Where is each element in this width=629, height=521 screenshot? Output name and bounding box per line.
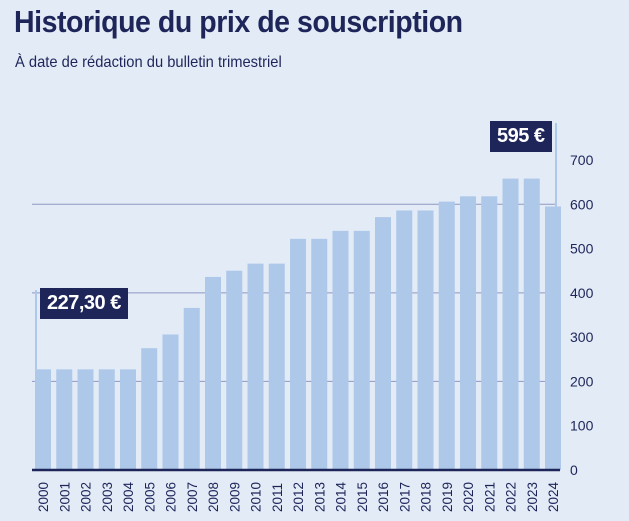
bar-2010 [247, 263, 264, 470]
bar-2007 [183, 307, 200, 470]
bar-2022 [502, 178, 519, 470]
bar-2019 [438, 201, 455, 470]
bar-2004 [120, 369, 136, 470]
bar-2023 [523, 178, 540, 470]
y-tick-labels: 0 100 200 300 400 500 600 700 [570, 152, 594, 478]
bar-2005 [141, 348, 158, 470]
bar-2017 [396, 210, 413, 470]
bar-2008 [205, 276, 221, 470]
y-tick-label-700: 700 [570, 152, 594, 168]
x-tick-label-2001: 2001 [57, 482, 72, 512]
bar-2024 [545, 206, 561, 470]
x-tick-label-2009: 2009 [227, 482, 242, 512]
x-tick-label-2012: 2012 [291, 482, 306, 512]
x-tick-label-2021: 2021 [482, 482, 497, 512]
x-tick-label-2015: 2015 [355, 482, 370, 512]
bar-2001 [56, 369, 73, 470]
y-tick-label-300: 300 [570, 329, 594, 345]
x-tick-labels: 2000 2001 2002 2003 2004 2005 2006 2007 2008 2009… [36, 481, 561, 512]
bars [35, 178, 561, 471]
x-tick-label-2005: 2005 [142, 482, 157, 512]
bar-2012 [290, 238, 306, 470]
bar-2016 [375, 217, 391, 470]
x-tick-label-2017: 2017 [397, 482, 412, 512]
bar-2011 [268, 263, 285, 470]
x-tick-label-2019: 2019 [440, 482, 455, 512]
bar-2018 [417, 210, 434, 470]
y-tick-label-400: 400 [570, 285, 594, 301]
x-tick-label-2003: 2003 [100, 482, 115, 512]
chart-subtitle: À date de rédaction du bulletin trimestr… [15, 54, 282, 71]
x-tick-label-2022: 2022 [504, 482, 519, 512]
x-tick-label-2016: 2016 [376, 482, 391, 512]
bar-2020 [460, 196, 476, 471]
x-tick-label-2004: 2004 [121, 481, 136, 512]
last-value-callout: 595 € [490, 121, 552, 152]
x-tick-label-2024: 2024 [546, 481, 561, 512]
chart-title: Historique du prix de souscription [14, 4, 463, 39]
x-tick-label-2018: 2018 [419, 482, 434, 512]
x-tick-label-2023: 2023 [525, 482, 540, 512]
bar-2015 [353, 230, 370, 470]
y-tick-label-100: 100 [570, 418, 594, 434]
x-tick-label-2010: 2010 [249, 482, 264, 512]
callout-connectors [35, 123, 557, 370]
bar-2021 [481, 196, 498, 471]
bar-2003 [98, 369, 115, 470]
bar-2013 [311, 238, 328, 470]
first-value-callout: 227,30 € [40, 288, 128, 319]
y-tick-label-500: 500 [570, 241, 594, 257]
y-tick-label-0: 0 [570, 462, 578, 478]
bar-2009 [226, 270, 243, 470]
x-tick-label-2008: 2008 [206, 482, 221, 512]
x-tick-label-2002: 2002 [79, 482, 94, 512]
x-tick-label-2007: 2007 [185, 482, 200, 512]
x-tick-label-2006: 2006 [164, 482, 179, 512]
x-tick-label-2011: 2011 [270, 483, 285, 512]
x-tick-label-2000: 2000 [36, 482, 51, 512]
x-tick-label-2020: 2020 [461, 482, 476, 512]
x-tick-label-2014: 2014 [334, 481, 349, 512]
y-tick-label-600: 600 [570, 196, 594, 212]
bar-2014 [332, 230, 349, 470]
y-tick-label-200: 200 [570, 373, 594, 389]
bar-2000 [35, 369, 51, 470]
x-tick-label-2013: 2013 [312, 482, 327, 512]
bar-2002 [77, 369, 94, 470]
bar-2006 [162, 334, 179, 470]
